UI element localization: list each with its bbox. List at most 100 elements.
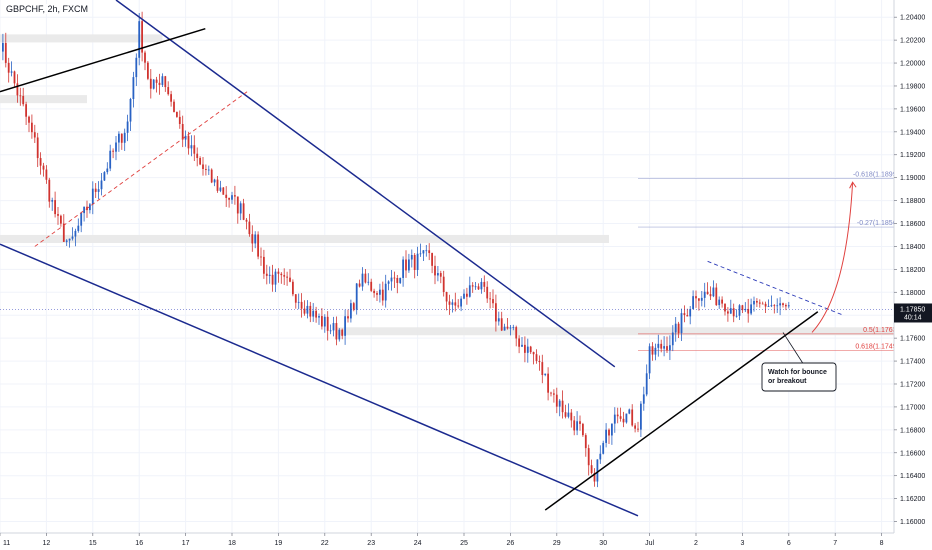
- candle-body: [454, 302, 457, 306]
- candle-down: [695, 290, 697, 308]
- candle-body: [402, 259, 404, 278]
- candle-body: [42, 165, 45, 170]
- candle-down: [120, 133, 123, 150]
- candle-down: [698, 298, 700, 311]
- candle-body: [532, 352, 535, 355]
- candle-down: [294, 294, 297, 309]
- support-line: [544, 311, 819, 511]
- candle-body: [39, 158, 42, 166]
- candle-down: [45, 165, 48, 184]
- candle-body: [787, 305, 790, 307]
- candle-up: [599, 445, 602, 464]
- candle-down: [33, 124, 36, 143]
- candle-down: [608, 428, 610, 445]
- candle-down: [265, 264, 268, 285]
- candle-body: [338, 329, 341, 340]
- candle-up: [657, 334, 660, 357]
- time-tick-label: 7: [833, 540, 837, 547]
- candle-down: [167, 81, 170, 96]
- candle-up: [703, 282, 706, 308]
- candle-down: [170, 90, 172, 107]
- candle-down: [651, 342, 654, 361]
- candle-up: [332, 316, 335, 337]
- candle-down: [277, 268, 280, 283]
- candle-down: [532, 351, 535, 365]
- candle-up: [184, 130, 187, 147]
- price-tick-label: 1.17400: [900, 359, 925, 366]
- candle-body: [550, 392, 552, 394]
- candle-up: [126, 114, 129, 142]
- candle-body: [36, 137, 39, 159]
- candle-down: [732, 303, 735, 323]
- candle-body: [671, 332, 674, 346]
- fib-levels: -0.618(1.18991) -0.27(1.18569) 0.5(1.17637…: [638, 172, 905, 351]
- candle-body: [764, 303, 767, 307]
- candle-body: [756, 301, 758, 303]
- candle-body: [399, 277, 402, 283]
- candle-up: [729, 299, 732, 315]
- candle-up: [109, 144, 112, 172]
- candle-up: [129, 97, 132, 132]
- candle-down: [164, 75, 167, 92]
- candle-body: [486, 286, 489, 299]
- candle-up: [51, 197, 54, 211]
- candle-body: [155, 79, 158, 83]
- candle-up: [89, 203, 91, 214]
- candle-up: [91, 181, 94, 215]
- candle-body: [663, 346, 665, 349]
- price-tick-label: 1.17600: [900, 336, 925, 343]
- time-tick-label: 23: [367, 540, 375, 547]
- candle-down: [538, 355, 541, 371]
- candle-body: [747, 308, 750, 314]
- candle-down: [782, 302, 784, 308]
- candle-body: [500, 318, 503, 331]
- candle-body: [28, 116, 30, 123]
- candle-down: [149, 69, 152, 99]
- candle-body: [683, 313, 686, 316]
- candle-up: [312, 303, 315, 322]
- candle-body: [700, 297, 703, 301]
- candle-down: [341, 328, 344, 340]
- time-tick-label: 16: [135, 540, 143, 547]
- candle-body: [193, 145, 196, 154]
- candle-body: [758, 302, 761, 304]
- candle-body: [335, 323, 338, 340]
- projection-arrow-head: [849, 181, 857, 189]
- candle-up: [106, 162, 109, 175]
- candle-body: [434, 265, 436, 276]
- candle-up: [654, 343, 657, 361]
- candle-down: [727, 307, 729, 322]
- candle-down: [292, 279, 294, 297]
- candle-down: [466, 287, 468, 305]
- projection: [811, 181, 857, 333]
- candle-up: [318, 313, 320, 325]
- candle-body: [410, 254, 413, 260]
- candle-body: [106, 168, 109, 173]
- candle-up: [132, 71, 135, 108]
- candle-body: [538, 360, 541, 363]
- candle-body: [460, 298, 462, 307]
- candle-down: [564, 404, 567, 419]
- candle-body: [207, 169, 210, 171]
- candle-body: [97, 189, 100, 192]
- fib-label: -0.618(1.18991): [853, 172, 903, 179]
- candle-up: [254, 231, 257, 249]
- candle-body: [611, 423, 613, 436]
- candle-body: [608, 429, 610, 436]
- candle-body: [7, 62, 10, 73]
- candle-up: [648, 343, 651, 379]
- price-tick-label: 1.16400: [900, 473, 925, 480]
- candle-down: [234, 185, 236, 205]
- candle-body: [222, 187, 225, 195]
- candle-up: [399, 277, 402, 285]
- candle-up: [367, 273, 370, 286]
- candle-body: [477, 286, 480, 290]
- candle-body: [216, 179, 219, 191]
- candle-down: [445, 291, 448, 311]
- candle-body: [686, 315, 689, 317]
- candle-body: [468, 285, 471, 297]
- candle-body: [451, 302, 454, 305]
- candle-down: [483, 275, 486, 293]
